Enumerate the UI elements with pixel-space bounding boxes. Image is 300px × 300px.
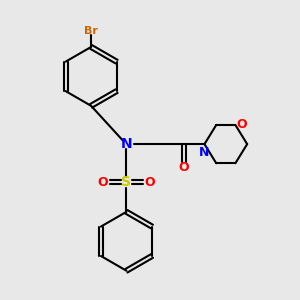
Text: O: O <box>237 118 247 131</box>
Text: N: N <box>199 146 210 159</box>
Text: Br: Br <box>84 26 98 36</box>
Text: O: O <box>145 176 155 189</box>
Text: N: N <box>121 137 132 151</box>
Text: S: S <box>122 176 131 189</box>
Text: O: O <box>178 161 189 174</box>
Text: O: O <box>98 176 108 189</box>
